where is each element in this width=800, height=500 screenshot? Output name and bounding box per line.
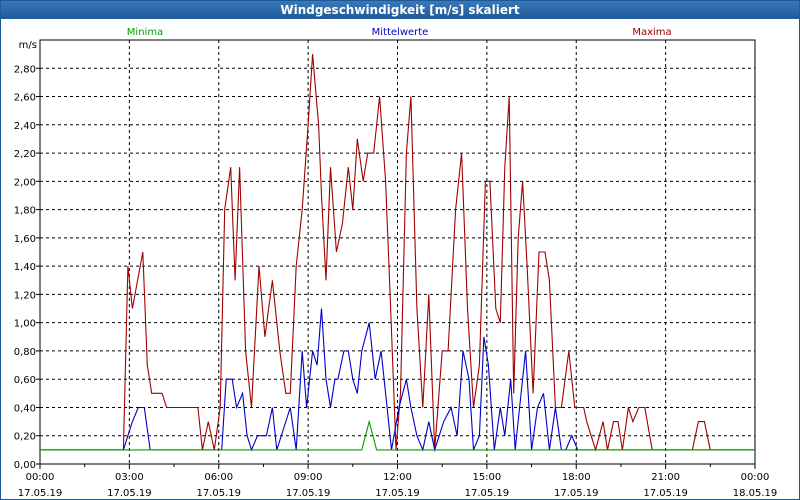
y-tick-label: 0,60 [14,375,36,386]
series-line-mittelwerte [40,308,755,453]
x-tick-label-time: 00:00 [26,472,55,483]
y-tick-label: 0,40 [14,403,36,414]
x-tick-label-time: 18:00 [562,472,591,483]
y-tick-label: 0,80 [14,347,36,358]
y-tick-label: 1,80 [14,206,36,217]
x-tick-label-date: 17.05.19 [107,488,152,499]
y-tick-label: 2,40 [14,121,36,132]
y-tick-label: 0,20 [14,432,36,443]
x-tick-label-time: 03:00 [115,472,144,483]
series-line-minima [40,419,755,451]
x-tick-label-date: 17.05.19 [554,488,599,499]
x-tick-label-time: 15:00 [472,472,501,483]
y-tick-label: 1,00 [14,319,36,330]
y-tick-label: 2,60 [14,93,36,104]
x-tick-label-date: 17.05.19 [465,488,510,499]
y-tick-label: 1,60 [14,234,36,245]
x-tick-label-date: 17.05.19 [18,488,63,499]
y-axis-label: m/s [19,40,37,51]
x-tick-label-date: 18.05.19 [733,488,778,499]
x-tick-label-time: 12:00 [383,472,412,483]
series-line-maxima [40,54,755,452]
y-tick-label: 2,20 [14,149,36,160]
x-tick-label-date: 17.05.19 [375,488,420,499]
x-tick-label-time: 00:00 [741,472,770,483]
x-tick-label-date: 17.05.19 [643,488,688,499]
legend-maxima: Maxima [632,27,671,38]
legend-mittelwerte: Mittelwerte [372,27,429,38]
y-tick-label: 2,00 [14,177,36,188]
x-tick-label-time: 21:00 [651,472,680,483]
window-title: Windgeschwindigkeit [m/s] skaliert [1,1,799,19]
y-tick-label: 1,40 [14,262,36,273]
x-tick-label-time: 09:00 [294,472,323,483]
x-tick-label-date: 17.05.19 [286,488,331,499]
y-tick-label: 1,20 [14,290,36,301]
legend-minima: Minima [127,27,163,38]
x-tick-label-date: 17.05.19 [196,488,241,499]
y-tick-label: 2,80 [14,64,36,75]
x-tick-label-time: 06:00 [204,472,233,483]
y-tick-label: 0,00 [14,460,36,471]
